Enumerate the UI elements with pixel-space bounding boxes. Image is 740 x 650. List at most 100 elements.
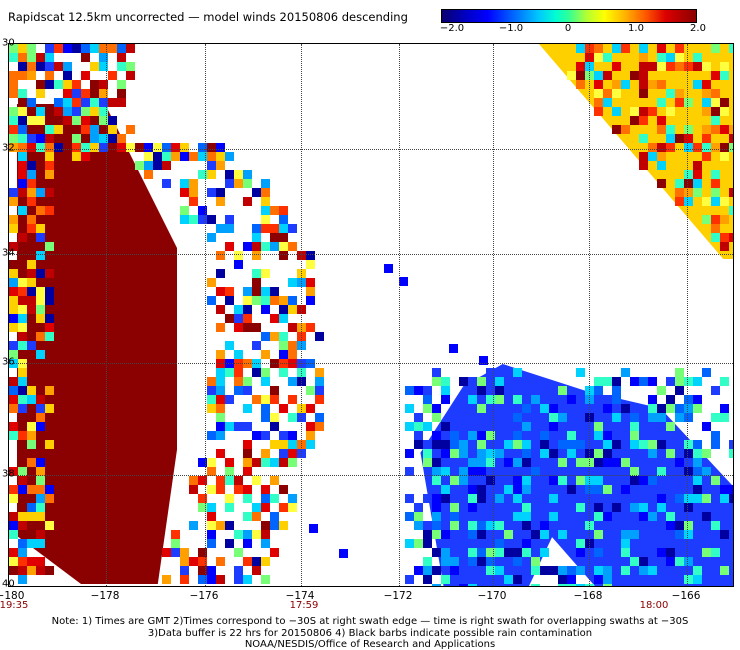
wind-pixel: [45, 521, 54, 530]
wind-pixel: [99, 62, 108, 71]
wind-pixel: [288, 296, 297, 305]
lon-gridline: [589, 44, 590, 586]
wind-pixel: [666, 107, 675, 116]
wind-pixel: [261, 575, 270, 584]
wind-pixel: [450, 557, 459, 566]
wind-pixel: [36, 206, 45, 215]
wind-pixel: [18, 566, 27, 575]
wind-pixel: [702, 89, 711, 98]
colorbar-tick-label: −1.0: [498, 23, 524, 34]
wind-pixel: [261, 242, 270, 251]
wind-pixel: [180, 206, 189, 215]
wind-pixel: [477, 404, 486, 413]
wind-pixel: [495, 566, 504, 575]
wind-pixel: [279, 368, 288, 377]
wind-pixel: [45, 269, 54, 278]
wind-pixel: [594, 512, 603, 521]
wind-pixel: [234, 314, 243, 323]
wind-pixel: [684, 521, 693, 530]
wind-pixel: [621, 548, 630, 557]
wind-pixel: [36, 494, 45, 503]
time-label: 19:35: [0, 600, 29, 611]
wind-pixel: [693, 467, 702, 476]
lat-label: 32: [2, 142, 15, 154]
wind-pixel: [405, 404, 414, 413]
wind-pixel: [189, 215, 198, 224]
wind-pixel: [81, 107, 90, 116]
wind-pixel: [36, 53, 45, 62]
wind-pixel: [603, 431, 612, 440]
wind-pixel: [486, 467, 495, 476]
wind-pixel: [27, 539, 36, 548]
wind-pixel: [513, 368, 522, 377]
wind-pixel: [648, 377, 657, 386]
wind-pixel: [279, 215, 288, 224]
wind-pixel: [261, 188, 270, 197]
wind-pixel: [180, 143, 189, 152]
wind-pixel: [225, 395, 234, 404]
wind-pixel: [729, 143, 733, 152]
wind-pixel: [549, 404, 558, 413]
wind-pixel: [684, 143, 693, 152]
wind-pixel: [261, 305, 270, 314]
wind-pixel: [99, 143, 108, 152]
wind-pixel: [522, 539, 531, 548]
wind-pixel: [9, 71, 18, 80]
wind-pixel: [558, 530, 567, 539]
wind-pixel: [432, 530, 441, 539]
wind-pixel: [54, 98, 63, 107]
wind-pixel: [270, 224, 279, 233]
wind-pixel: [603, 485, 612, 494]
wind-pixel: [261, 521, 270, 530]
wind-pixel: [702, 107, 711, 116]
wind-pixel: [18, 206, 27, 215]
wind-pixel: [720, 530, 729, 539]
wind-pixel: [666, 557, 675, 566]
wind-pixel: [252, 530, 261, 539]
wind-pixel: [36, 170, 45, 179]
wind-pixel: [522, 422, 531, 431]
wind-pixel: [414, 422, 423, 431]
wind-pixel: [639, 53, 648, 62]
wind-pixel: [648, 512, 657, 521]
wind-pixel: [108, 44, 117, 53]
wind-pixel: [522, 548, 531, 557]
wind-pixel: [702, 125, 711, 134]
wind-pixel: [207, 530, 216, 539]
wind-pixel: [36, 116, 45, 125]
wind-pixel: [279, 503, 288, 512]
wind-pixel: [594, 71, 603, 80]
wind-pixel: [9, 53, 18, 62]
wind-pixel: [261, 224, 270, 233]
wind-pixel: [657, 161, 666, 170]
wind-pixel: [252, 269, 261, 278]
wind-pixel: [279, 521, 288, 530]
wind-pixel: [36, 314, 45, 323]
wind-pixel: [234, 476, 243, 485]
wind-pixel: [261, 413, 270, 422]
wind-pixel: [117, 62, 126, 71]
wind-pixel: [252, 278, 261, 287]
wind-pixel: [567, 431, 576, 440]
wind-pixel: [432, 413, 441, 422]
wind-pixel: [117, 98, 126, 107]
wind-pixel: [18, 386, 27, 395]
wind-pixel: [576, 71, 585, 80]
wind-pixel: [243, 449, 252, 458]
wind-pixel: [243, 170, 252, 179]
wind-pixel: [270, 242, 279, 251]
wind-pixel: [558, 575, 567, 584]
wind-pixel: [675, 134, 684, 143]
wind-pixel: [486, 449, 495, 458]
wind-pixel: [684, 557, 693, 566]
wind-pixel: [639, 107, 648, 116]
wind-pixel: [531, 395, 540, 404]
wind-pixel: [720, 233, 729, 242]
wind-pixel: [414, 431, 423, 440]
wind-pixel: [9, 143, 18, 152]
wind-pixel: [693, 80, 702, 89]
wind-pixel: [666, 53, 675, 62]
wind-pixel: [630, 377, 639, 386]
wind-pixel: [468, 521, 477, 530]
wind-pixel: [423, 449, 432, 458]
